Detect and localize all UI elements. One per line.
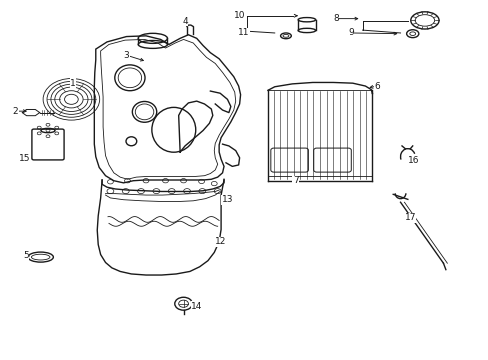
Text: 14: 14 (191, 302, 202, 311)
Text: 8: 8 (333, 14, 338, 23)
Text: 13: 13 (221, 195, 233, 204)
Text: 16: 16 (407, 156, 419, 165)
Text: 9: 9 (347, 28, 353, 37)
Text: 12: 12 (215, 237, 226, 246)
Text: 15: 15 (20, 154, 31, 163)
Text: 1: 1 (70, 79, 76, 88)
Text: 10: 10 (233, 10, 245, 19)
Text: 11: 11 (237, 28, 249, 37)
Text: 2: 2 (13, 107, 18, 116)
Text: 6: 6 (373, 82, 379, 91)
Text: 7: 7 (292, 176, 298, 185)
Text: 4: 4 (182, 17, 187, 26)
Text: 3: 3 (123, 51, 129, 60)
Text: 17: 17 (404, 213, 415, 222)
Text: 5: 5 (23, 251, 29, 260)
